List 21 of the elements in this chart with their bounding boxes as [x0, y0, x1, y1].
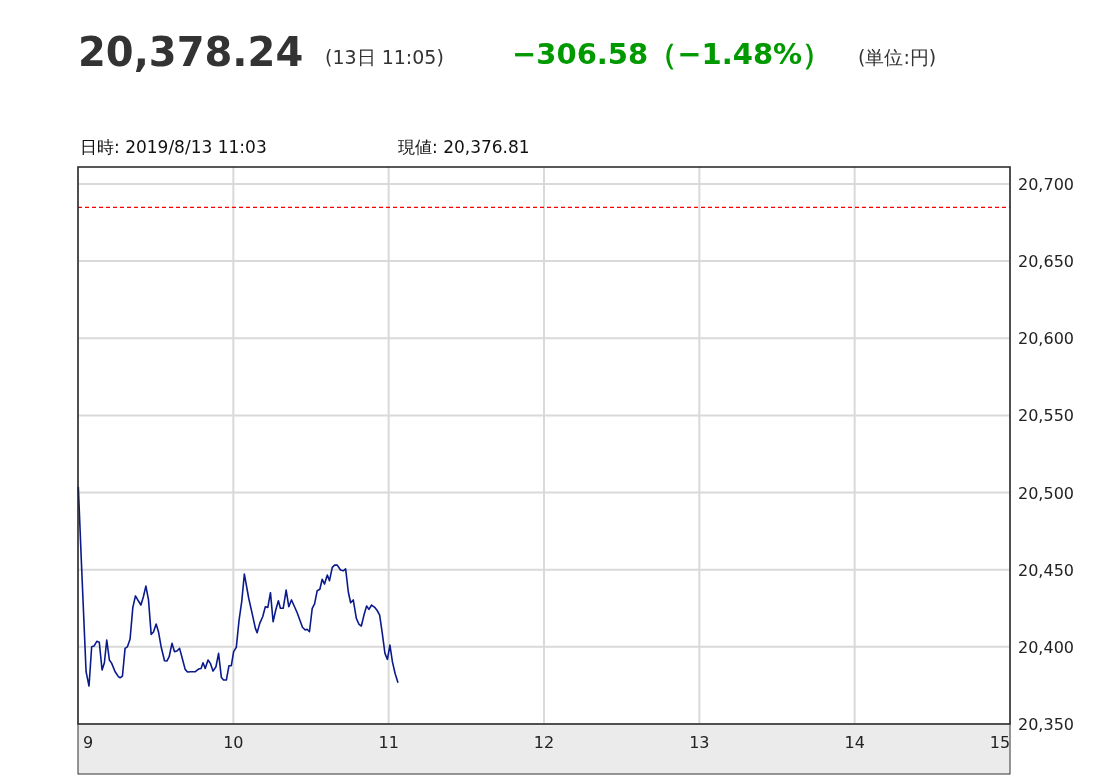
y-tick-label: 20,550 [1018, 406, 1074, 426]
y-tick-label: 20,400 [1018, 637, 1074, 657]
x-tick-label: 15 [989, 733, 1011, 752]
y-tick-label: 20,700 [1018, 174, 1074, 194]
y-tick-label: 20,650 [1018, 252, 1074, 272]
x-tick-label: 12 [533, 733, 555, 752]
x-tick-label: 10 [223, 733, 244, 752]
x-tick-label: 14 [844, 733, 865, 752]
y-tick-label: 20,350 [1018, 715, 1074, 734]
text: 現値: 20,376.81 [398, 137, 530, 157]
y-tick-label: 20,600 [1018, 329, 1074, 349]
chart-title: 20,378.24 [78, 29, 304, 75]
text: 日時: 2019/8/13 11:03 [80, 137, 267, 157]
x-tick-label: 9 [82, 733, 94, 752]
text: (13日 11:05) [325, 46, 444, 68]
y-tick-label: 20,500 [1018, 483, 1074, 503]
x-tick-label: 13 [689, 733, 710, 752]
y-tick-label: 20,450 [1018, 560, 1074, 580]
text: −306.58（−1.48%） [512, 37, 832, 71]
text: (単位:円) [858, 46, 937, 68]
x-tick-label: 11 [378, 733, 399, 752]
